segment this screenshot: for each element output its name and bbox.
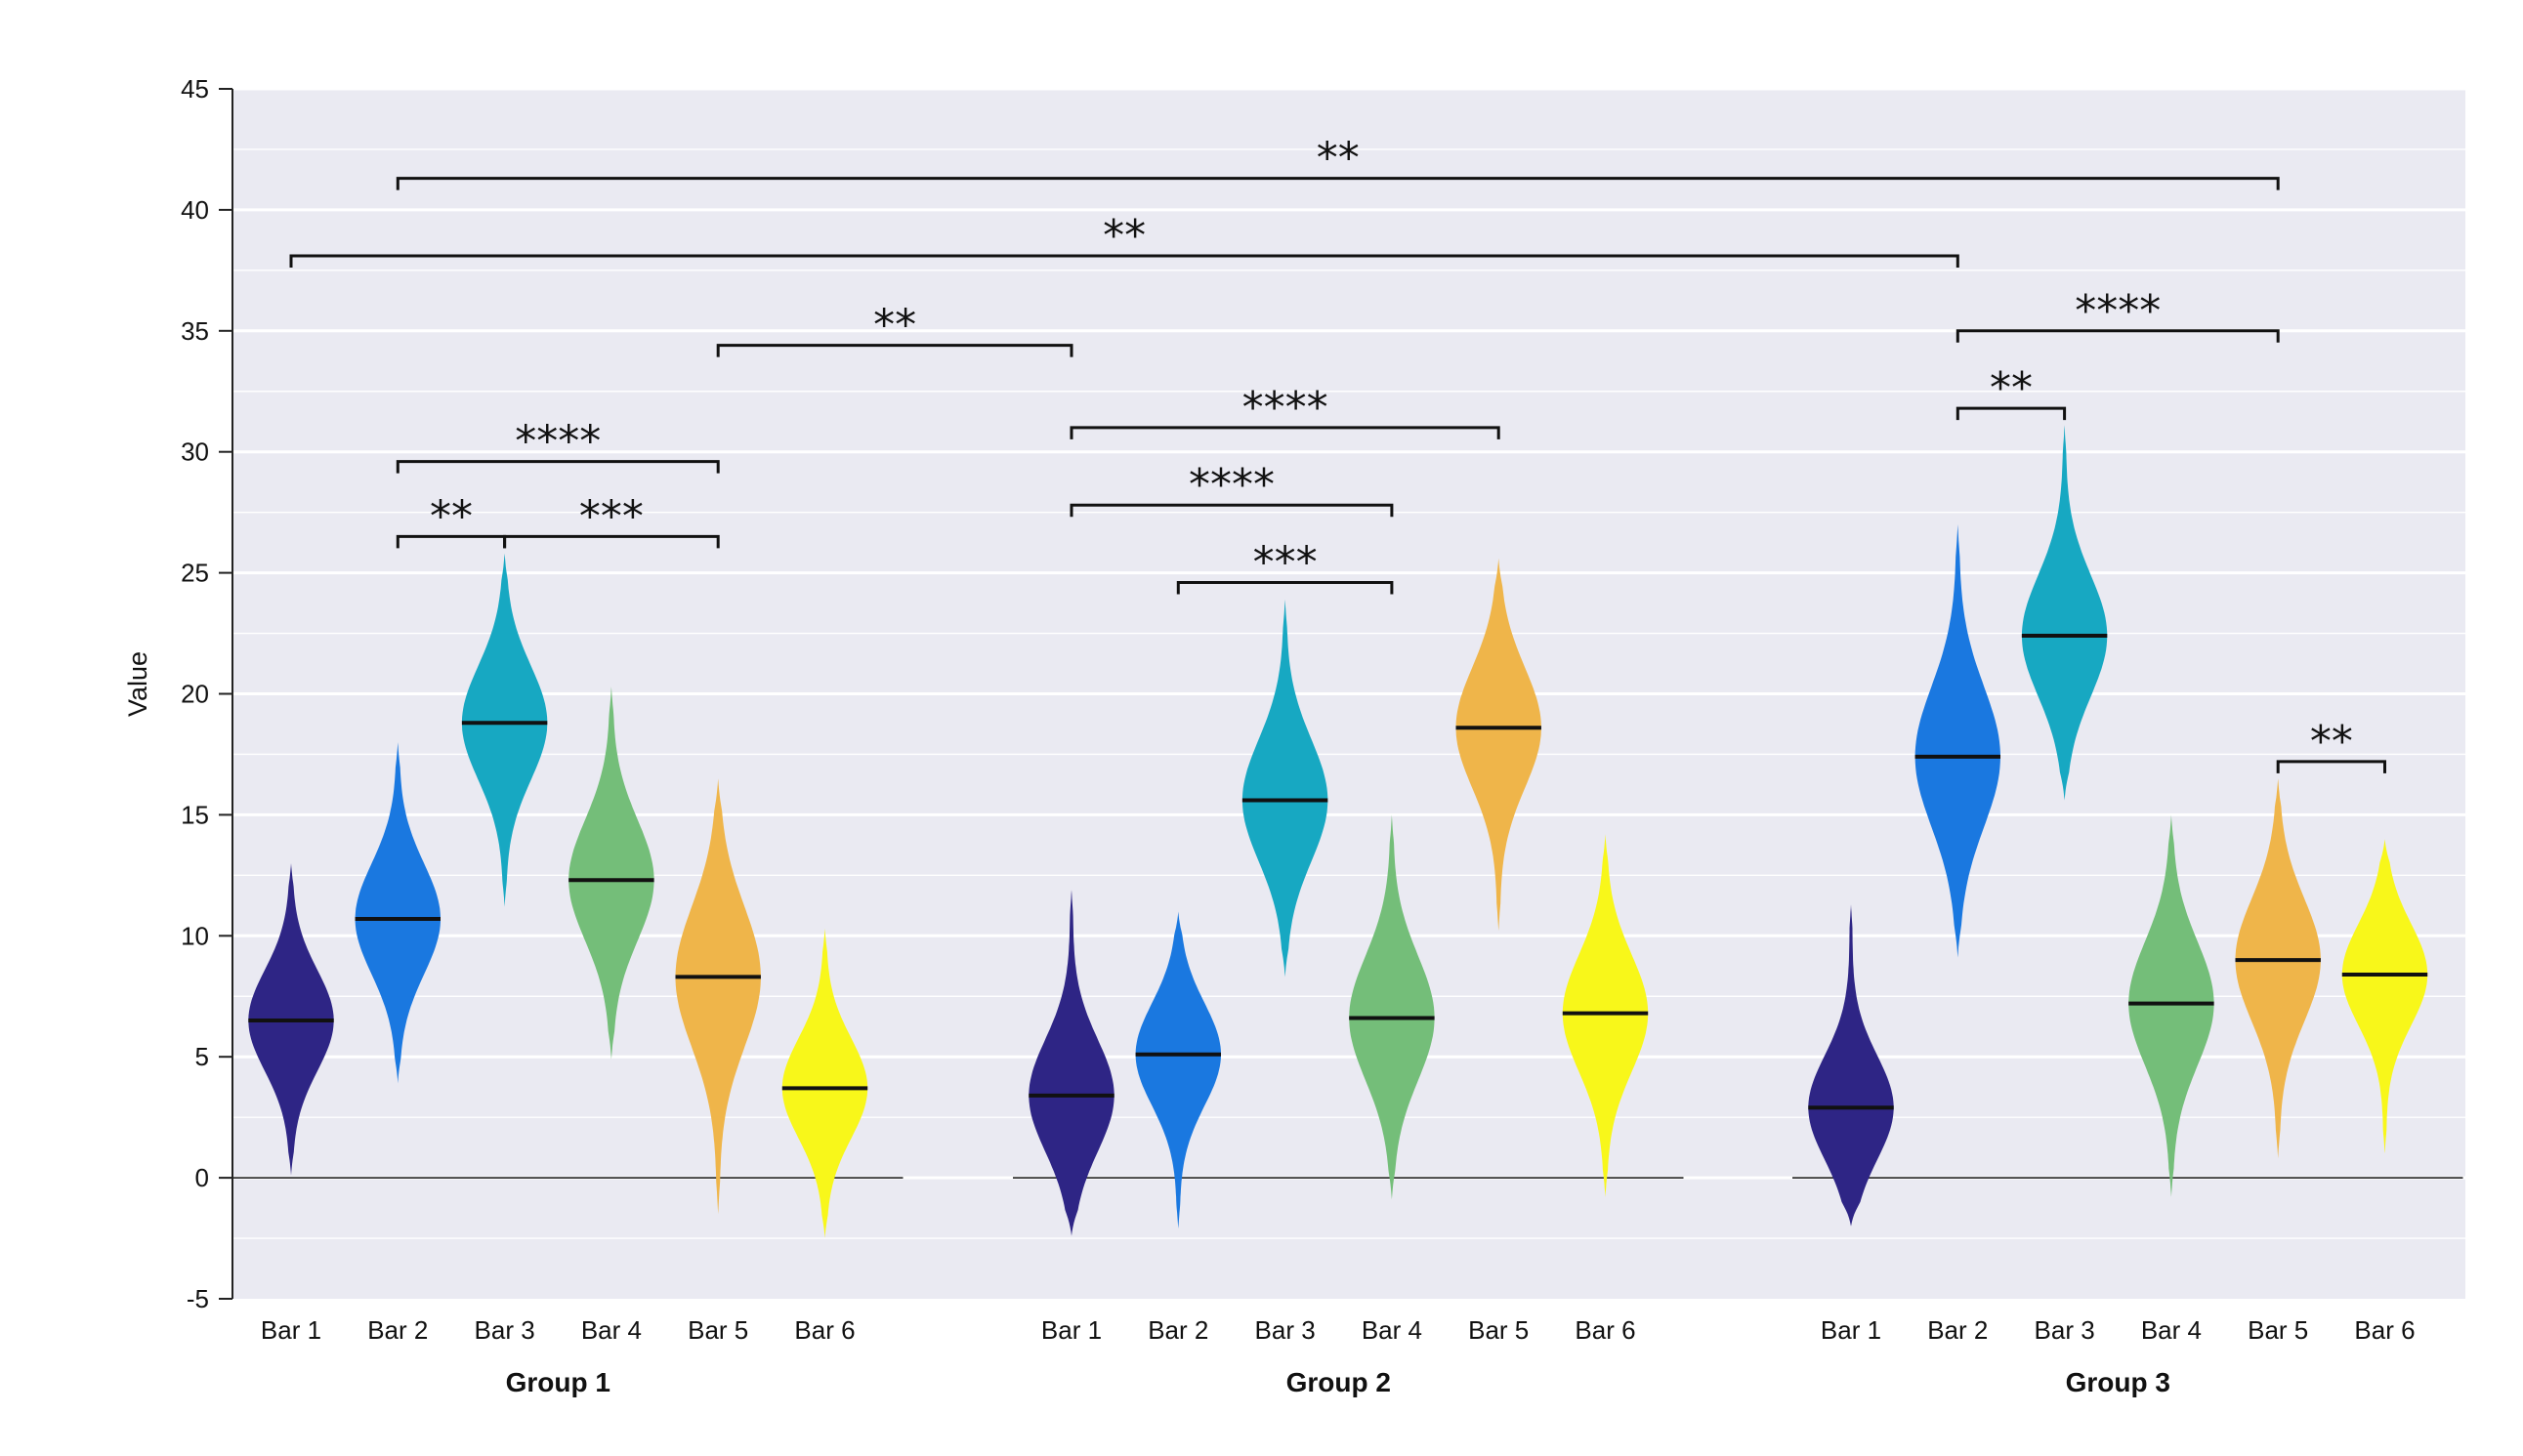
violin-group-1-bar-5 xyxy=(675,778,761,1215)
y-tick-label: 0 xyxy=(195,1163,209,1192)
x-tick-label: Bar 2 xyxy=(1148,1315,1208,1345)
x-tick-label: Bar 2 xyxy=(1927,1315,1988,1345)
violin-group-2-bar-6 xyxy=(1562,834,1649,1197)
y-tick-label: 40 xyxy=(181,195,209,225)
significance-bracket xyxy=(503,534,720,549)
x-tick-label: Bar 5 xyxy=(2248,1315,2308,1345)
x-tick-label: Bar 1 xyxy=(261,1315,321,1345)
x-tick-label: Bar 5 xyxy=(688,1315,748,1345)
x-tick-label: Bar 4 xyxy=(581,1315,642,1345)
violin-group-3-bar-6 xyxy=(2341,839,2428,1154)
significance-label: *** xyxy=(1253,538,1318,588)
significance-bracket xyxy=(289,254,1959,268)
violin-group-1-bar-3 xyxy=(461,553,548,907)
x-tick-label: Bar 2 xyxy=(367,1315,428,1345)
x-tick-label: Bar 3 xyxy=(1255,1315,1316,1345)
group-label: Group 3 xyxy=(2066,1367,2170,1397)
violin-group-3-bar-1 xyxy=(1808,904,1894,1227)
significance-bracket xyxy=(1955,406,2067,421)
y-tick-label: 15 xyxy=(181,800,209,829)
x-axis-labels: Bar 1 Bar 2 Bar 3 Bar 4 Bar 5 Bar 6 Group 1 Bar… xyxy=(261,1315,2416,1397)
x-tick-label: Bar 6 xyxy=(1575,1315,1635,1345)
y-axis: -5 0 5 10 15 20 25 30 35 40 45 xyxy=(181,74,233,1313)
violin-group-1-bar-4 xyxy=(568,686,654,1060)
y-tick-label: 25 xyxy=(181,559,209,588)
x-tick-label: Bar 4 xyxy=(2141,1315,2202,1345)
x-tick-label: Bar 3 xyxy=(475,1315,535,1345)
x-tick-label: Bar 6 xyxy=(2354,1315,2415,1345)
violin-group-2-bar-3 xyxy=(1241,599,1328,978)
significance-bracket xyxy=(716,344,1073,357)
violin-group-1-bar-2 xyxy=(355,742,441,1084)
y-axis-title: Value xyxy=(123,651,152,717)
significance-label: **** xyxy=(2075,286,2161,336)
violin-group-1-bar-6 xyxy=(781,928,868,1238)
group-label: Group 2 xyxy=(1286,1367,1391,1397)
y-tick-label: 30 xyxy=(181,437,209,467)
violins xyxy=(248,425,2428,1238)
significance-label: **** xyxy=(1242,383,1328,433)
x-tick-label: Bar 4 xyxy=(1362,1315,1422,1345)
y-tick-label: 5 xyxy=(195,1042,209,1071)
significance-bracket xyxy=(2276,760,2386,773)
violin-group-2-bar-5 xyxy=(1455,558,1541,932)
y-tick-label: 20 xyxy=(181,680,209,709)
significance-bracket xyxy=(1955,329,2280,343)
violin-group-3-bar-4 xyxy=(2128,814,2214,1197)
significance-bracket xyxy=(396,460,720,474)
significance-label: ** xyxy=(1317,134,1360,184)
x-tick-label: Bar 5 xyxy=(1468,1315,1529,1345)
significance-bracket xyxy=(1176,581,1394,595)
group-label: Group 1 xyxy=(506,1367,610,1397)
violin-group-2-bar-2 xyxy=(1135,911,1221,1229)
x-tick-label: Bar 6 xyxy=(794,1315,855,1345)
y-tick-label: -5 xyxy=(187,1284,209,1313)
significance-label: ** xyxy=(1990,363,2033,413)
significance-label: ** xyxy=(1103,211,1146,261)
significance-label: *** xyxy=(579,491,644,541)
significance-bracket xyxy=(1070,503,1394,518)
significance-label: ** xyxy=(430,491,473,541)
y-tick-label: 45 xyxy=(181,74,209,104)
violin-group-2-bar-1 xyxy=(1029,890,1114,1236)
significance-bracket xyxy=(1070,426,1500,439)
violin-group-3-bar-2 xyxy=(1914,524,2000,958)
violin-group-2-bar-4 xyxy=(1349,814,1435,1200)
significance-label: ** xyxy=(873,301,916,351)
significance-label: ** xyxy=(2310,717,2353,767)
y-tick-label: 35 xyxy=(181,316,209,346)
significance-label: **** xyxy=(1189,460,1275,510)
x-tick-label: Bar 1 xyxy=(1821,1315,1881,1345)
x-tick-label: Bar 1 xyxy=(1041,1315,1102,1345)
significance-label: **** xyxy=(515,417,601,467)
violin-group-3-bar-5 xyxy=(2235,778,2321,1159)
significance-bracket xyxy=(396,177,2280,190)
y-tick-label: 10 xyxy=(181,921,209,950)
violin-group-3-bar-3 xyxy=(2021,425,2108,801)
significance-brackets: ************ ********************** xyxy=(289,134,2386,773)
x-tick-label: Bar 3 xyxy=(2035,1315,2095,1345)
